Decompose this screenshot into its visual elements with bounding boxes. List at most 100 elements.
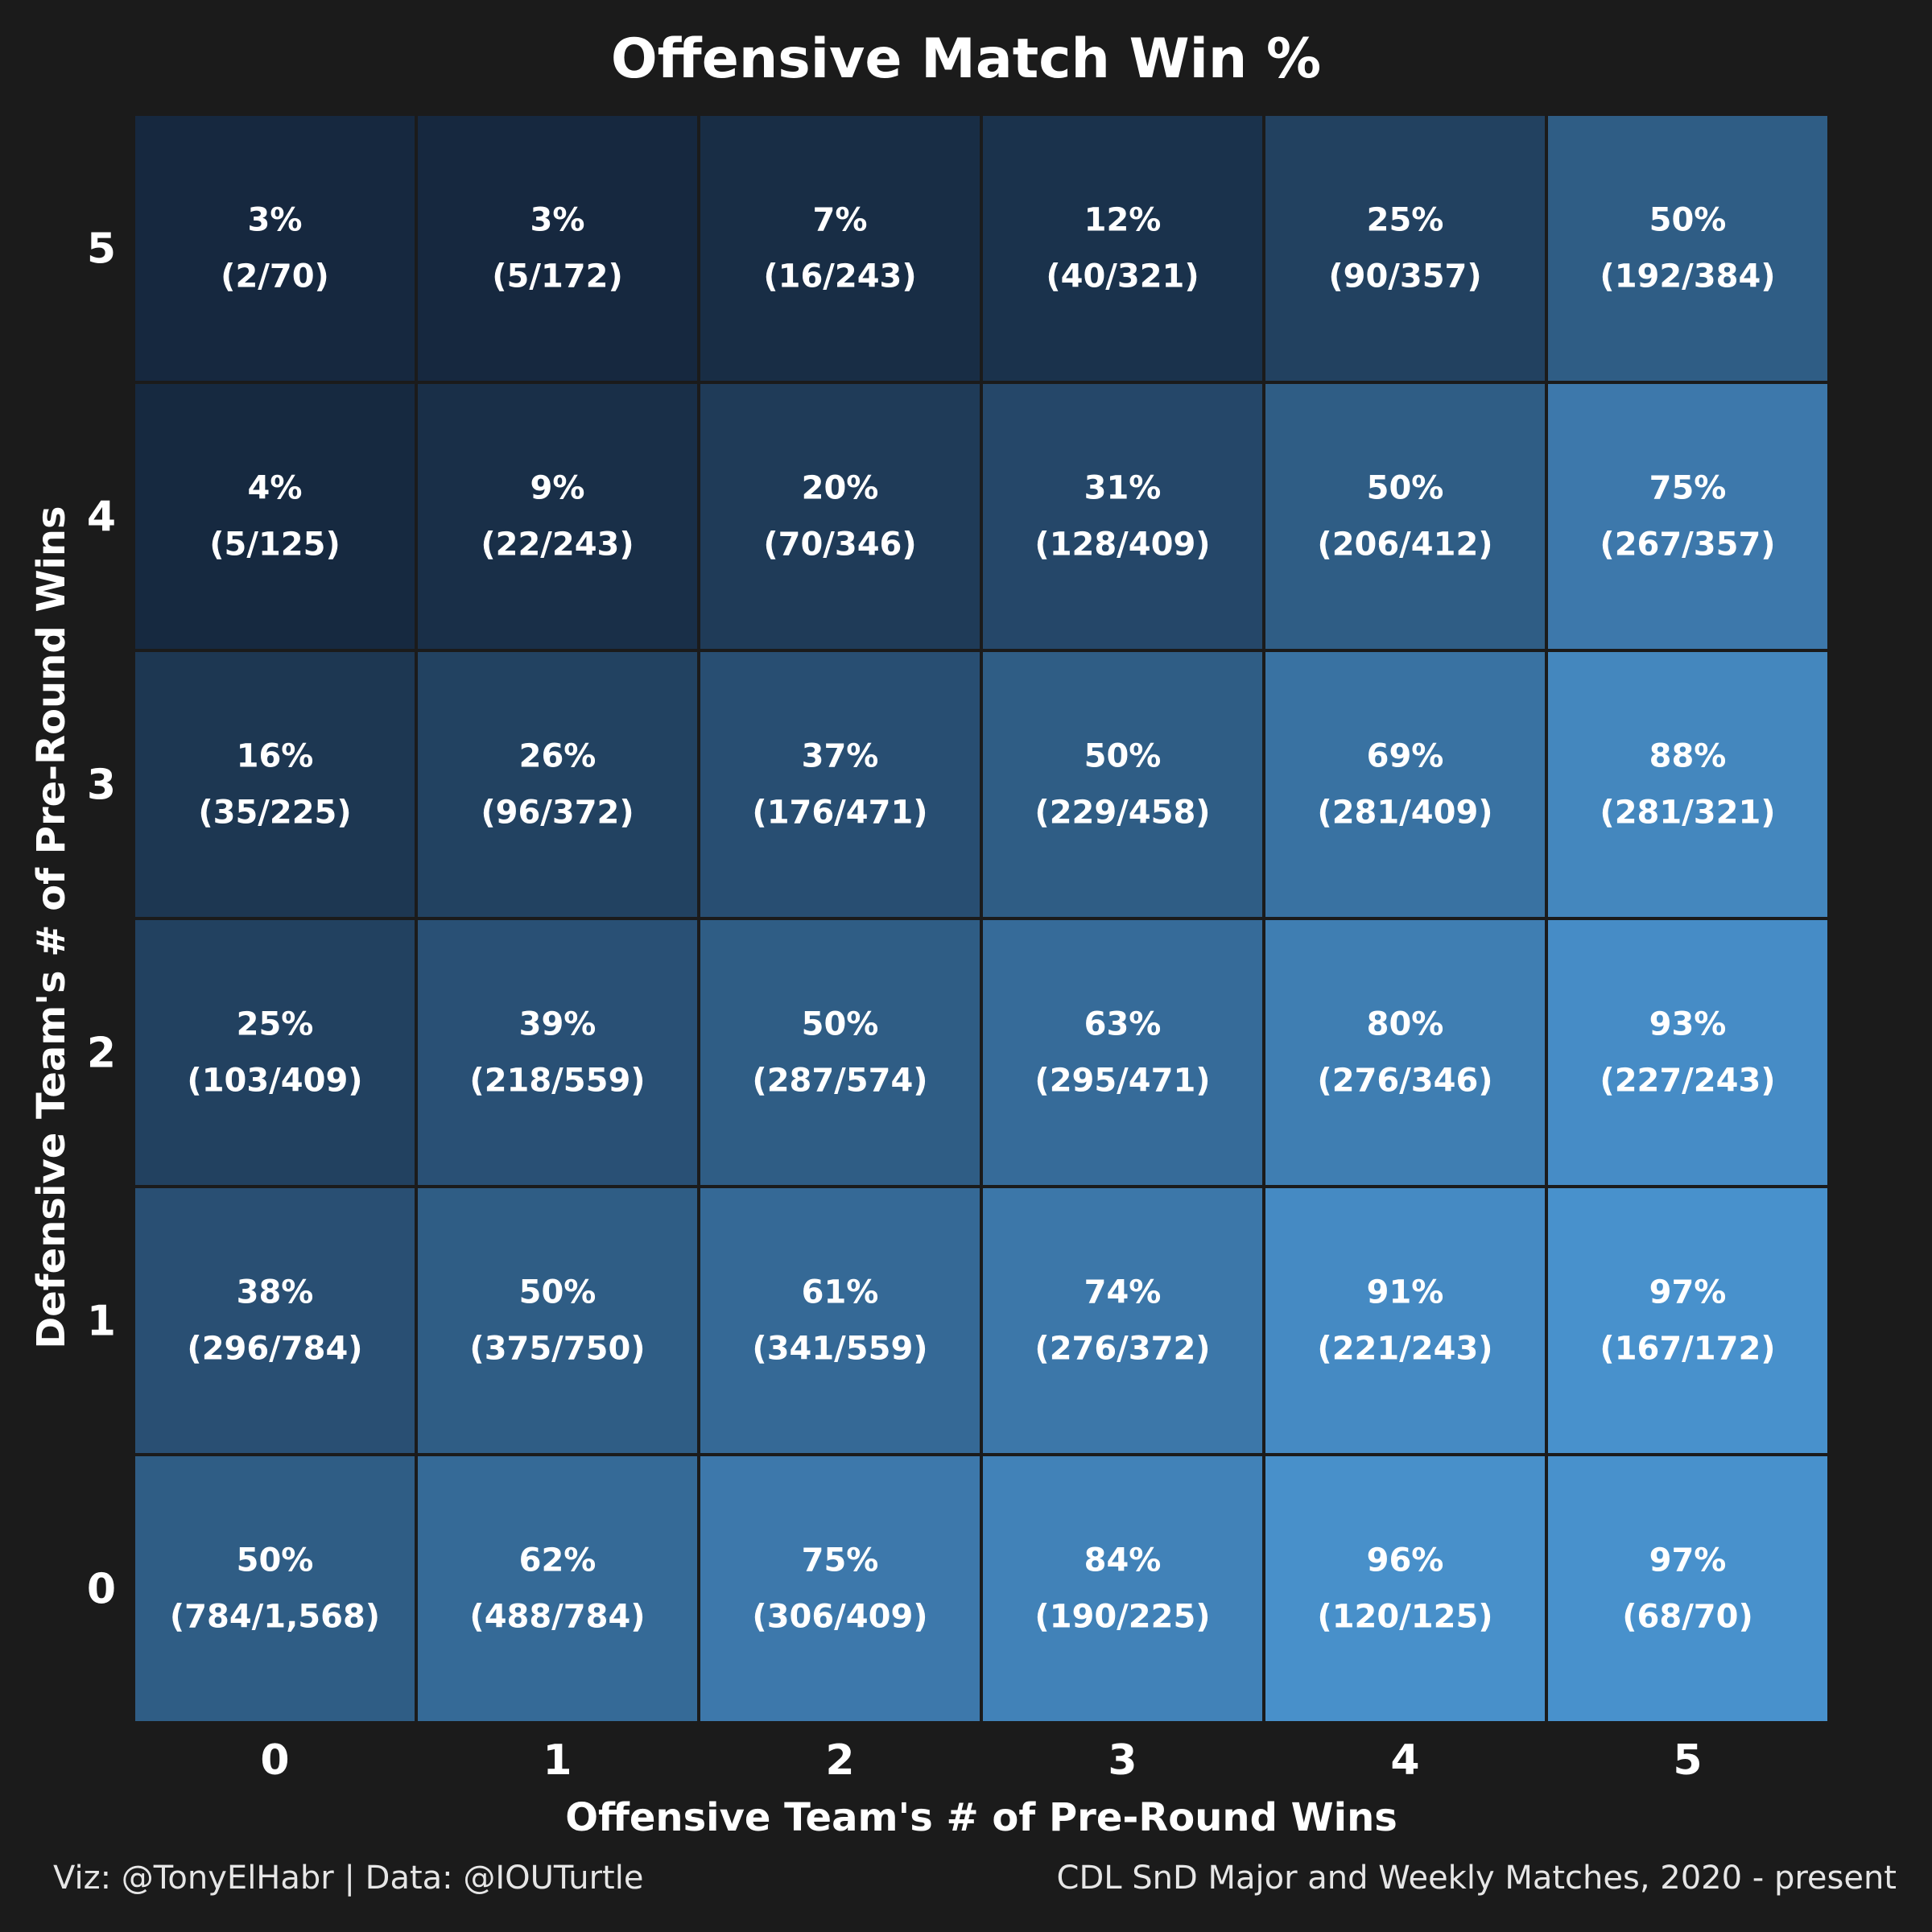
heatmap-cell-rect (1262, 1185, 1548, 1456)
cell-percentage-label: 74% (1084, 1274, 1162, 1311)
heatmap-cell-rect (132, 113, 418, 384)
cell-percentage-label: 38% (237, 1274, 314, 1311)
cell-fraction-label: (40/321) (1046, 258, 1199, 295)
heatmap-cell: 38% (296/784) (132, 1185, 418, 1456)
heatmap-cell: 63% (295/471) (980, 917, 1265, 1188)
heatmap-cell-rect (697, 1453, 983, 1724)
heatmap-cell-rect (697, 381, 983, 652)
x-axis-ticks: 0 1 2 3 4 5 (260, 1736, 1702, 1785)
cell-percentage-label: 3% (248, 202, 303, 239)
cell-fraction-label: (35/225) (198, 795, 351, 832)
cell-percentage-label: 25% (237, 1006, 314, 1043)
cell-fraction-label: (276/346) (1317, 1063, 1492, 1100)
heatmap-cell-rect (1545, 1453, 1831, 1724)
heatmap-cell-rect (980, 113, 1265, 384)
x-axis-title: Offensive Team's # of Pre-Round Wins (565, 1795, 1397, 1840)
heatmap-cell-rect (1545, 1185, 1831, 1456)
heatmap-cell: 50% (192/384) (1545, 113, 1831, 384)
cell-fraction-label: (218/559) (469, 1063, 645, 1100)
heatmap-cell: 84% (190/225) (980, 1453, 1265, 1724)
cell-percentage-label: 31% (1084, 470, 1162, 507)
cell-fraction-label: (103/409) (187, 1063, 362, 1100)
cell-percentage-label: 7% (813, 202, 868, 239)
y-axis-title: Defensive Team's # of Pre-Round Wins (29, 506, 74, 1348)
cell-percentage-label: 97% (1649, 1274, 1727, 1311)
cell-fraction-label: (68/70) (1622, 1599, 1753, 1636)
heatmap-cell-rect (1262, 113, 1548, 384)
cell-fraction-label: (120/125) (1317, 1599, 1492, 1636)
cell-percentage-label: 37% (802, 738, 879, 775)
cell-percentage-label: 69% (1367, 738, 1444, 775)
cell-fraction-label: (295/471) (1034, 1063, 1210, 1100)
cell-percentage-label: 16% (237, 738, 314, 775)
cell-fraction-label: (176/471) (752, 795, 927, 832)
cell-percentage-label: 4% (248, 470, 303, 507)
cell-fraction-label: (229/458) (1034, 795, 1210, 832)
cell-percentage-label: 91% (1367, 1274, 1444, 1311)
y-axis-ticks: 0 1 2 3 4 5 (87, 225, 116, 1614)
cell-fraction-label: (784/1,568) (170, 1599, 380, 1636)
y-tick-label: 2 (87, 1030, 116, 1078)
cell-fraction-label: (287/574) (752, 1063, 927, 1100)
cell-percentage-label: 96% (1367, 1542, 1444, 1579)
heatmap-cell-rect (1262, 649, 1548, 920)
x-tick-label: 2 (825, 1736, 854, 1785)
heatmap-cell-rect (1545, 381, 1831, 652)
cell-fraction-label: (281/321) (1600, 795, 1775, 832)
cell-percentage-label: 9% (530, 470, 585, 507)
heatmap-cell: 50% (784/1,568) (132, 1453, 418, 1724)
cell-fraction-label: (16/243) (763, 258, 916, 295)
caption-credits: Viz: @TonyElHabr | Data: @IOUTurtle (53, 1860, 643, 1897)
cell-percentage-label: 39% (519, 1006, 597, 1043)
heatmap-cell: 39% (218/559) (415, 917, 700, 1188)
cell-fraction-label: (190/225) (1034, 1599, 1210, 1636)
caption-source: CDL SnD Major and Weekly Matches, 2020 -… (1057, 1860, 1897, 1897)
heatmap-cell: 61% (341/559) (697, 1185, 983, 1456)
heatmap-cell-rect (980, 649, 1265, 920)
heatmap-cell: 50% (206/412) (1262, 381, 1548, 652)
heatmap-cell: 69% (281/409) (1262, 649, 1548, 920)
heatmap-cell: 25% (103/409) (132, 917, 418, 1188)
cell-fraction-label: (281/409) (1317, 795, 1492, 832)
y-tick-label: 1 (87, 1298, 116, 1346)
heatmap-cell-rect (1262, 381, 1548, 652)
heatmap-cell: 97% (167/172) (1545, 1185, 1831, 1456)
heatmap-cell: 93% (227/243) (1545, 917, 1831, 1188)
heatmap-cell: 50% (375/750) (415, 1185, 700, 1456)
y-tick-label: 3 (87, 762, 116, 810)
heatmap-cell-rect (132, 1185, 418, 1456)
heatmap-cell-rect (697, 113, 983, 384)
y-tick-label: 0 (87, 1566, 116, 1614)
cell-fraction-label: (296/784) (187, 1331, 362, 1368)
heatmap-cell: 96% (120/125) (1262, 1453, 1548, 1724)
cell-fraction-label: (341/559) (752, 1331, 927, 1368)
heatmap-cell: 50% (229/458) (980, 649, 1265, 920)
heatmap-cell-rect (1545, 649, 1831, 920)
heatmap-cell-rect (980, 1185, 1265, 1456)
cell-percentage-label: 84% (1084, 1542, 1162, 1579)
heatmap-cell: 12% (40/321) (980, 113, 1265, 384)
cell-fraction-label: (22/243) (481, 526, 634, 564)
heatmap-cells: 3% (2/70) 3% (5/172) 7% (16/243) 12% (40/321) 25… (132, 113, 1831, 1724)
cell-percentage-label: 80% (1367, 1006, 1444, 1043)
cell-fraction-label: (96/372) (481, 795, 634, 832)
heatmap-cell: 20% (70/346) (697, 381, 983, 652)
heatmap-cell-rect (415, 917, 700, 1188)
cell-percentage-label: 25% (1367, 202, 1444, 239)
cell-percentage-label: 50% (519, 1274, 597, 1311)
cell-percentage-label: 88% (1649, 738, 1727, 775)
heatmap-cell: 4% (5/125) (132, 381, 418, 652)
cell-fraction-label: (2/70) (221, 258, 329, 295)
heatmap-cell: 26% (96/372) (415, 649, 700, 920)
heatmap-cell: 75% (267/357) (1545, 381, 1831, 652)
heatmap-cell: 25% (90/357) (1262, 113, 1548, 384)
heatmap-cell: 97% (68/70) (1545, 1453, 1831, 1724)
cell-percentage-label: 61% (802, 1274, 879, 1311)
heatmap-cell: 88% (281/321) (1545, 649, 1831, 920)
y-tick-label: 5 (87, 225, 116, 274)
heatmap-cell-rect (415, 381, 700, 652)
heatmap-cell: 7% (16/243) (697, 113, 983, 384)
cell-fraction-label: (227/243) (1600, 1063, 1775, 1100)
cell-percentage-label: 50% (1084, 738, 1162, 775)
